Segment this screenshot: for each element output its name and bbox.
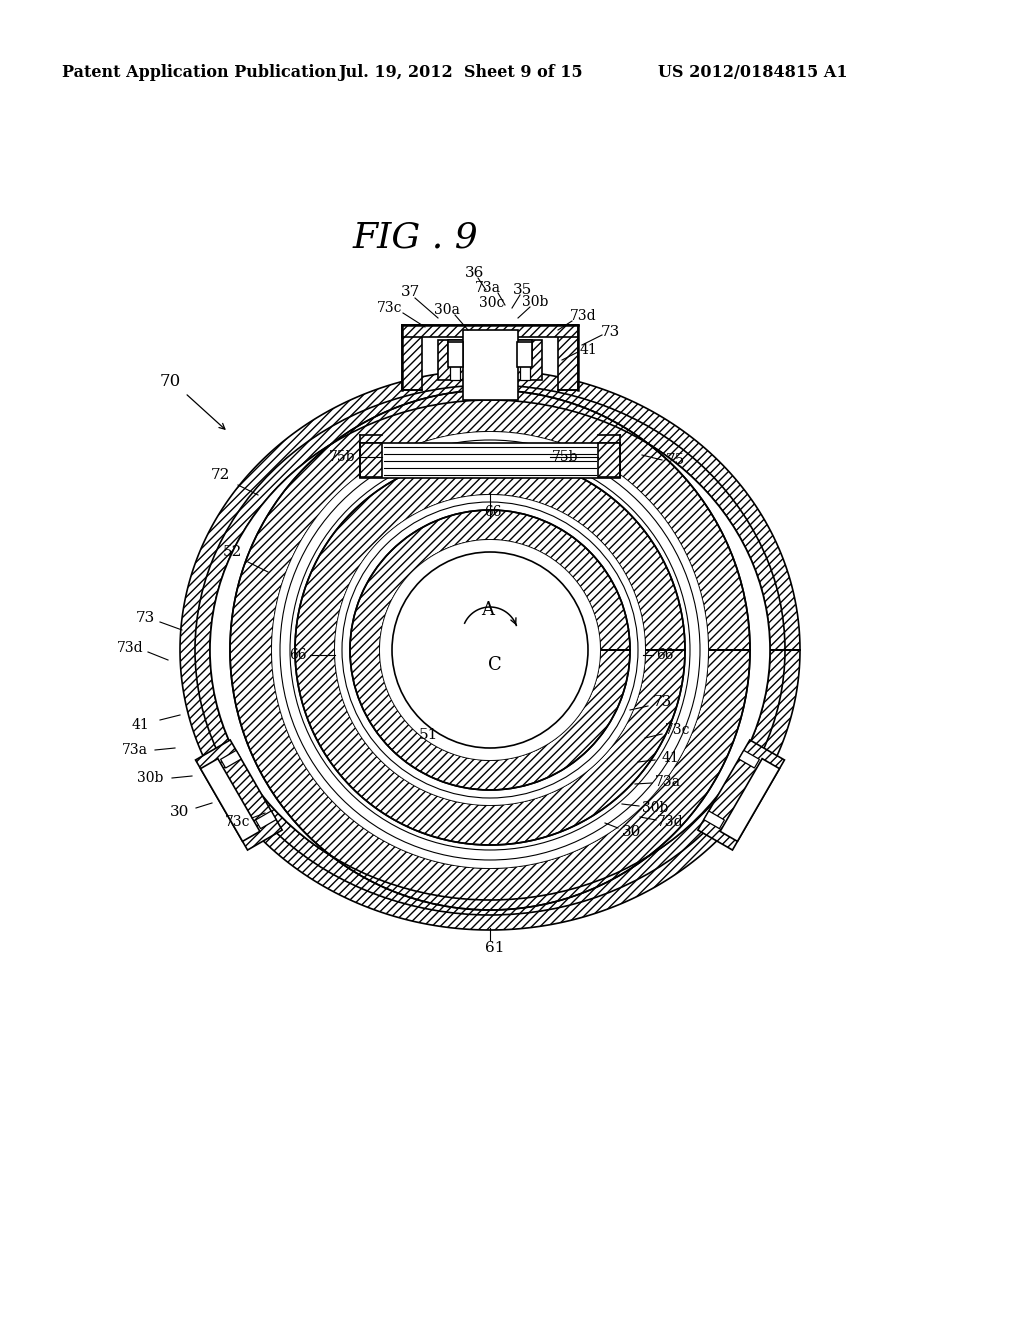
- Text: 73d: 73d: [569, 309, 596, 323]
- Text: 73c: 73c: [666, 723, 691, 737]
- Text: 30c: 30c: [479, 296, 505, 310]
- Text: 66: 66: [656, 648, 674, 663]
- Text: 73c: 73c: [377, 301, 402, 315]
- Polygon shape: [180, 370, 800, 931]
- Polygon shape: [272, 432, 708, 869]
- Text: 66: 66: [289, 648, 307, 663]
- Text: 73: 73: [652, 696, 672, 709]
- Text: 52: 52: [222, 545, 242, 558]
- Text: 75b: 75b: [329, 450, 355, 465]
- Bar: [449, 342, 463, 367]
- Text: Patent Application Publication: Patent Application Publication: [62, 63, 337, 81]
- Text: 41: 41: [131, 718, 148, 733]
- Polygon shape: [447, 341, 532, 360]
- Polygon shape: [558, 325, 578, 389]
- Polygon shape: [450, 362, 460, 380]
- Text: C: C: [488, 656, 502, 675]
- Text: 30b: 30b: [522, 294, 548, 309]
- Polygon shape: [739, 750, 760, 768]
- Text: 72: 72: [210, 469, 229, 482]
- Text: 66: 66: [484, 506, 502, 519]
- Polygon shape: [350, 510, 630, 789]
- Text: 30b: 30b: [137, 771, 163, 785]
- Text: Jul. 19, 2012  Sheet 9 of 15: Jul. 19, 2012 Sheet 9 of 15: [338, 63, 583, 81]
- Polygon shape: [598, 444, 620, 477]
- Polygon shape: [201, 759, 260, 841]
- Polygon shape: [438, 341, 542, 380]
- Text: 73a: 73a: [122, 743, 148, 756]
- Text: FIG . 9: FIG . 9: [352, 220, 478, 255]
- Text: 75: 75: [666, 453, 685, 467]
- Text: 75b: 75b: [552, 450, 579, 465]
- Text: 73: 73: [600, 325, 620, 339]
- Polygon shape: [256, 810, 276, 829]
- Text: 51: 51: [419, 729, 437, 742]
- Text: 35: 35: [512, 282, 531, 297]
- Polygon shape: [703, 810, 724, 829]
- Polygon shape: [402, 325, 422, 389]
- Text: 70: 70: [160, 374, 180, 391]
- Text: 30: 30: [170, 805, 189, 818]
- Text: 61: 61: [485, 941, 505, 954]
- Bar: [517, 342, 532, 367]
- Polygon shape: [210, 389, 770, 909]
- Text: 36: 36: [465, 267, 484, 280]
- Polygon shape: [520, 362, 530, 380]
- Text: 41: 41: [580, 343, 597, 356]
- Text: 30b: 30b: [642, 801, 669, 814]
- Polygon shape: [402, 325, 578, 337]
- Text: 73d: 73d: [117, 642, 143, 655]
- Text: 73a: 73a: [655, 775, 681, 789]
- Polygon shape: [335, 495, 645, 805]
- Text: 30a: 30a: [434, 304, 460, 317]
- Polygon shape: [697, 741, 784, 850]
- Text: 30: 30: [623, 825, 642, 840]
- Bar: [463, 330, 518, 400]
- Text: 73d: 73d: [656, 814, 683, 829]
- Polygon shape: [220, 750, 242, 768]
- Polygon shape: [360, 444, 382, 477]
- Polygon shape: [295, 455, 685, 845]
- Text: US 2012/0184815 A1: US 2012/0184815 A1: [658, 63, 848, 81]
- Text: 73a: 73a: [475, 281, 501, 294]
- Bar: [360, 444, 620, 478]
- Text: A: A: [481, 601, 495, 619]
- Text: 73: 73: [135, 611, 155, 624]
- Text: 73c: 73c: [225, 814, 251, 829]
- Polygon shape: [720, 759, 779, 841]
- Text: 37: 37: [400, 285, 420, 300]
- Text: 41: 41: [662, 751, 679, 766]
- Circle shape: [392, 552, 588, 748]
- Polygon shape: [380, 540, 600, 760]
- Polygon shape: [196, 741, 283, 850]
- Polygon shape: [230, 389, 750, 909]
